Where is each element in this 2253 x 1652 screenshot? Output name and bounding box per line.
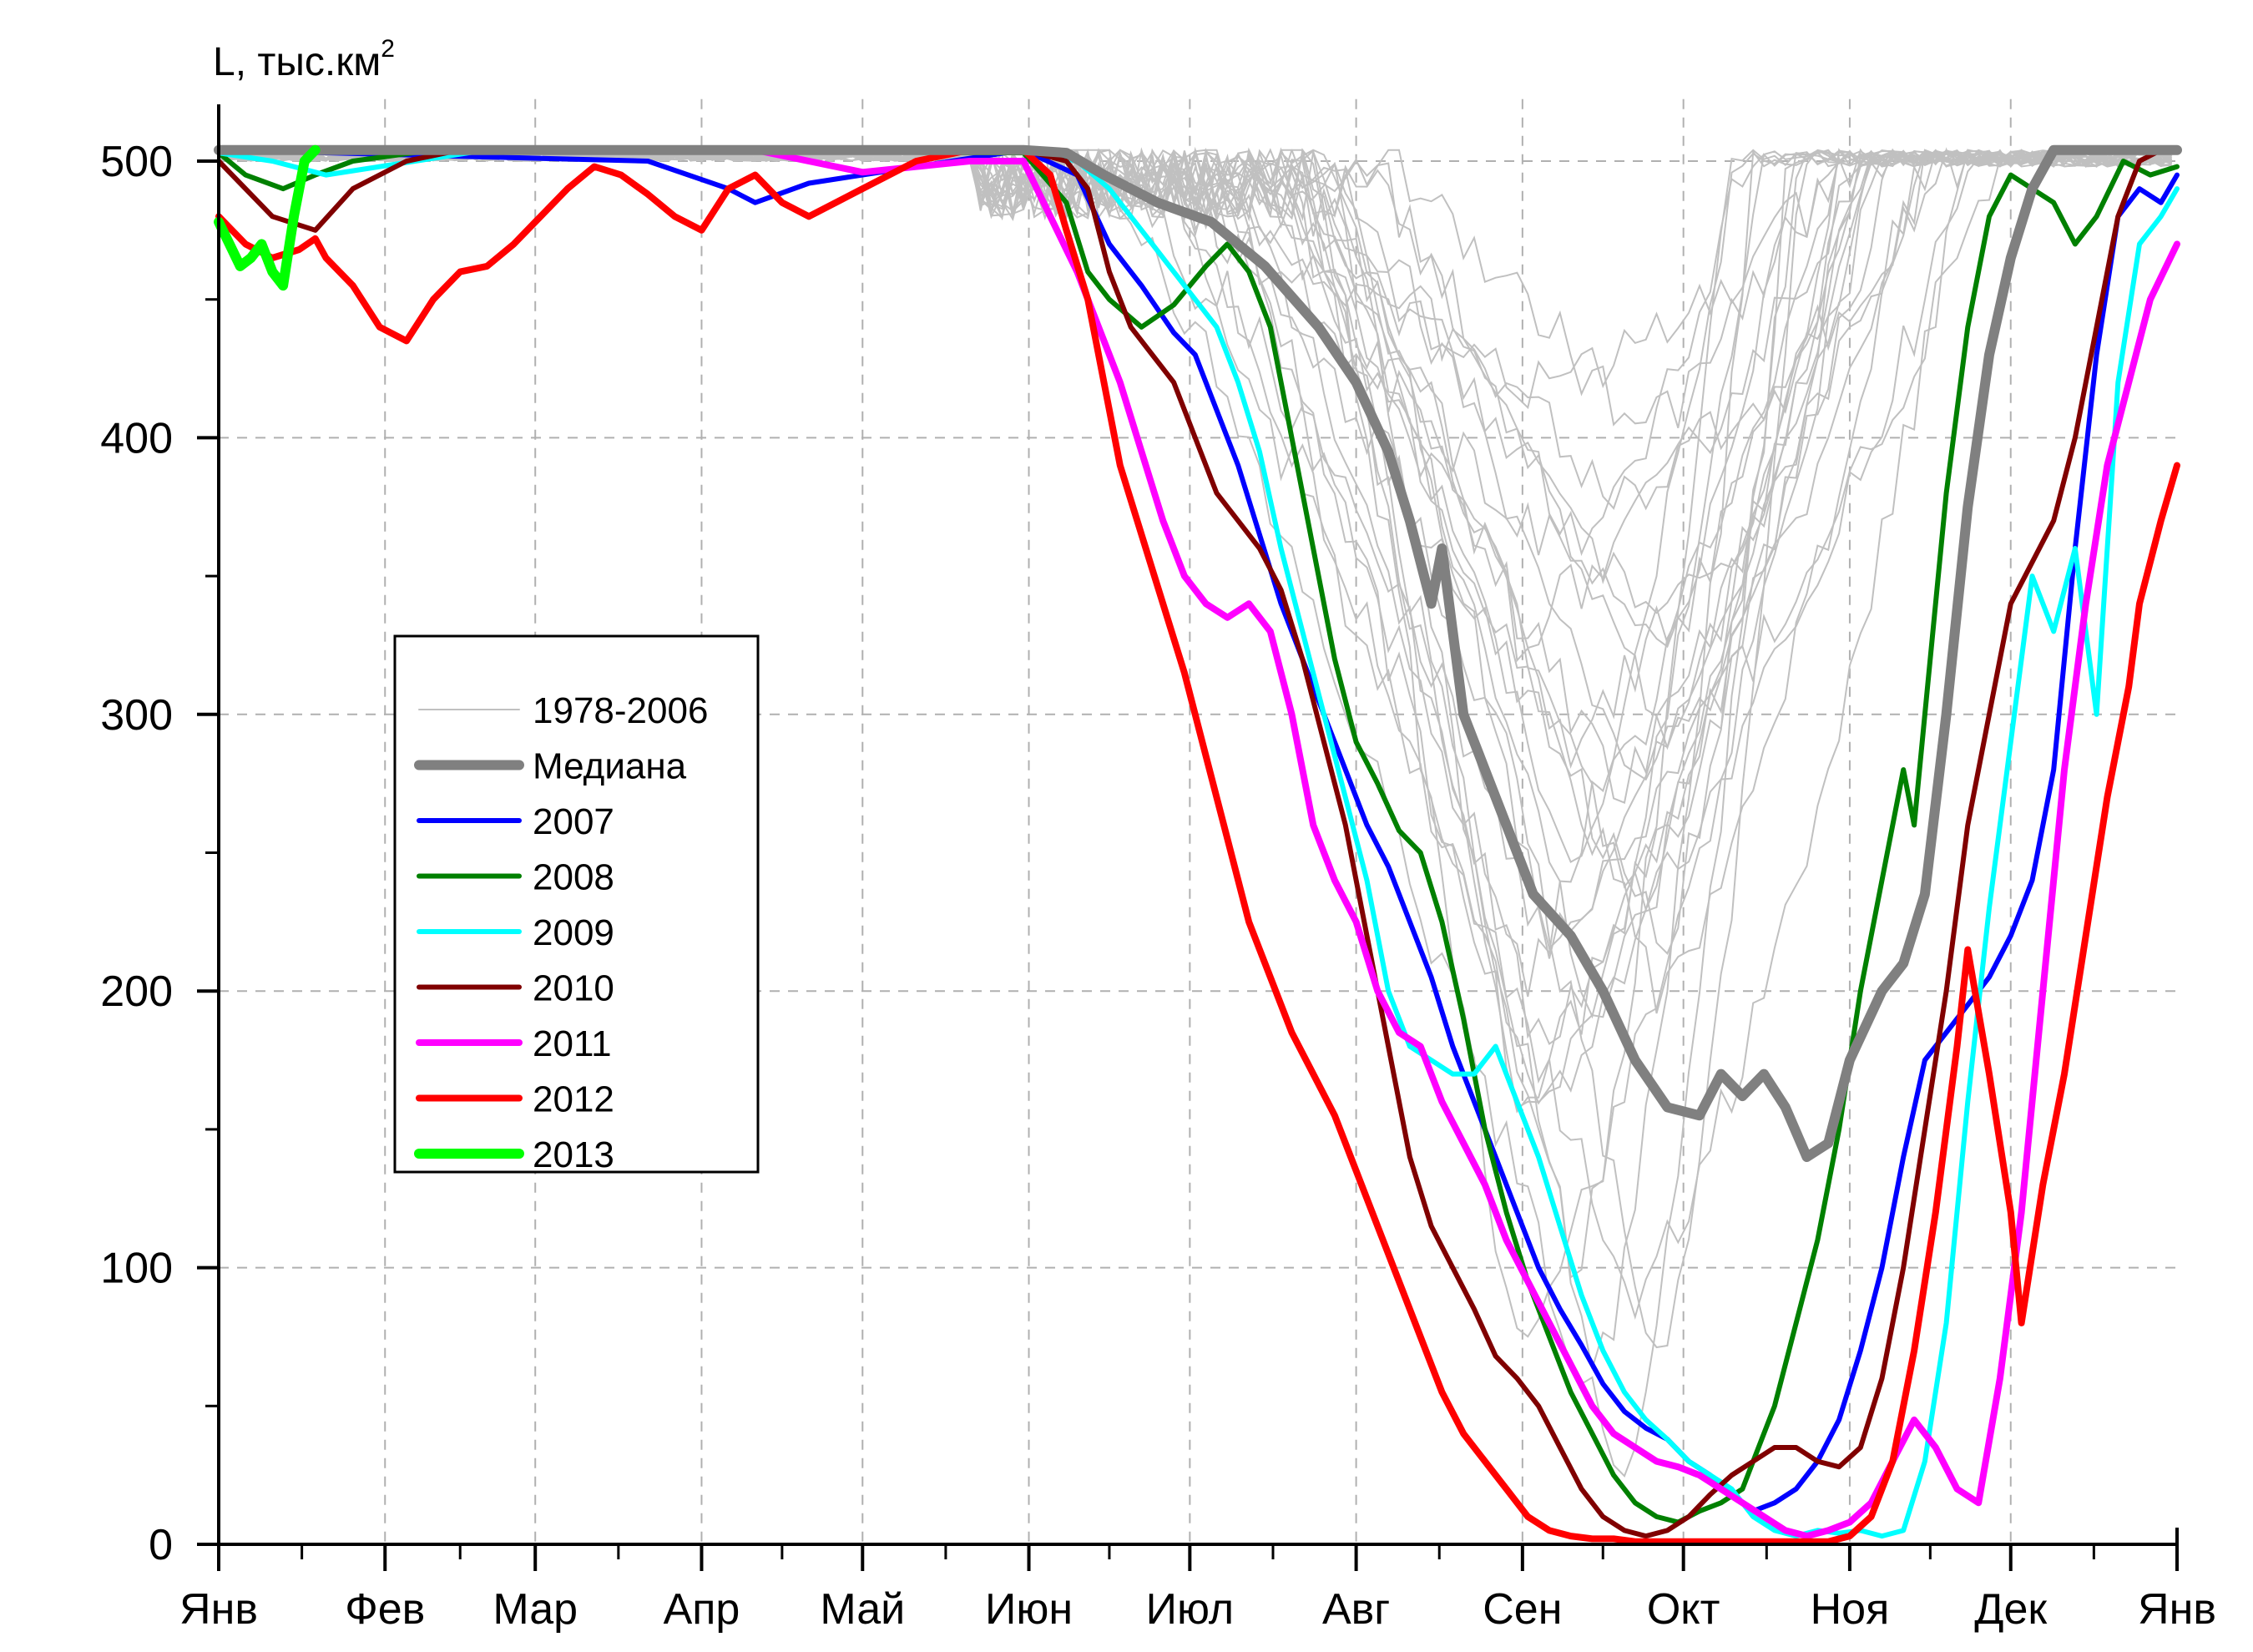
axes [197,104,2179,1571]
series-line-2013 [214,144,321,291]
series-line-2012 [215,146,2180,1545]
legend-label: 1978-2006 [533,690,708,731]
x-tick-label: Сен [1483,1585,1562,1634]
series-line-2011 [215,146,2180,1540]
series-lines [214,144,2182,1545]
tick-labels: Янв Фев Мар Апр Май Июн Июл Авг Сен Окт Ноя Дек Янв0… [100,138,2216,1634]
x-tick-label: Июл [1146,1585,1235,1634]
y-axis-label-text: L, тыс.км [213,40,381,84]
legend-label: 2011 [533,1023,612,1064]
y-tick-label: 100 [100,1245,173,1293]
legend-label: 2009 [533,912,614,953]
y-tick-label: 400 [100,414,173,462]
legend-label: Медиана [533,746,687,787]
x-tick-label: Окт [1647,1585,1720,1634]
y-tick-label: 500 [100,138,173,186]
legend-label: 2013 [533,1134,614,1175]
legend: 1978-2006 Медиана 2007 2008 2009 2010 2011 2012… [393,634,760,1175]
x-tick-label: Авг [1322,1585,1390,1634]
x-tick-label: Июн [985,1585,1073,1634]
x-tick-label: Фев [345,1585,425,1634]
x-tick-label: Май [820,1585,905,1634]
x-tick-label: Мар [493,1585,578,1634]
legend-box [393,634,760,1174]
legend-label: 2007 [533,801,614,842]
y-axis-label-superscript: 2 [381,35,395,63]
x-tick-label: Янв [179,1585,258,1634]
y-tick-label: 300 [100,691,173,740]
x-tick-label: Дек [1974,1585,2047,1634]
y-tick-label: 0 [149,1521,173,1569]
legend-label: 2010 [533,968,614,1009]
x-tick-label: Ноя [1811,1585,1890,1634]
x-tick-label: Янв [2138,1585,2216,1634]
series-line-Медиана [214,144,2182,1162]
background-series-lines [218,146,2173,1478]
x-tick-label: Апр [664,1585,740,1634]
series-line-2008 [216,147,2180,1525]
series-line-2010 [216,147,2180,1539]
legend-label: 2012 [533,1079,614,1120]
y-tick-label: 200 [100,967,173,1016]
y-axis-label: L, тыс.км2 [213,35,395,84]
legend-label: 2008 [533,857,614,898]
